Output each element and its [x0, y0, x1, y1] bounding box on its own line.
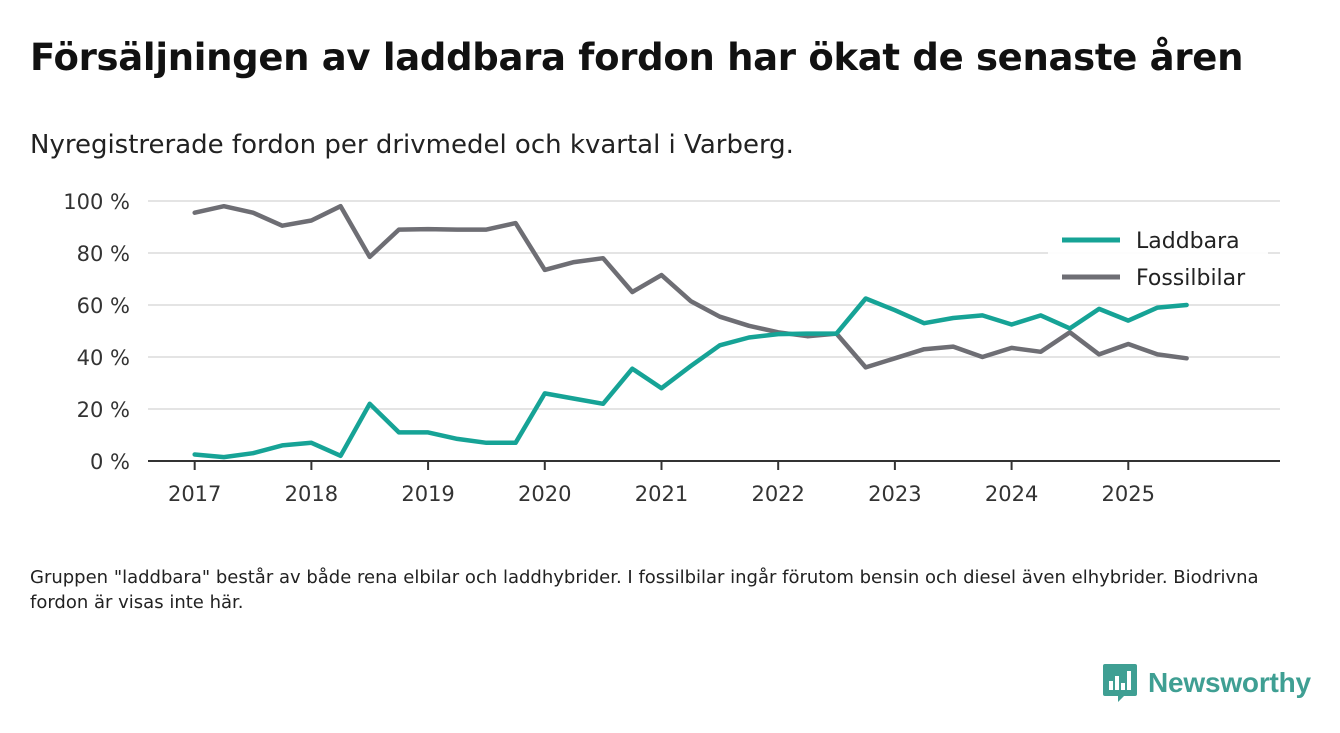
newsworthy-logo-icon	[1103, 664, 1137, 702]
x-tick-label: 2017	[168, 482, 221, 506]
legend: Laddbara Fossilbilar	[1048, 220, 1268, 298]
x-tick-label: 2019	[401, 482, 454, 506]
newsworthy-logo-text: Newsworthy	[1148, 667, 1311, 698]
chart-title: Försäljningen av laddbara fordon har öka…	[30, 36, 1244, 79]
series-line-fossilbilar	[192, 203, 1189, 370]
x-tick-label: 2020	[518, 482, 571, 506]
x-tick-label: 2024	[985, 482, 1038, 506]
line-chart: 0 % 20 % 40 % 60 % 80 % 100 % 2017 2018 2019 202…	[63, 190, 1280, 506]
footnote: Gruppen "laddbara" består av både rena e…	[30, 567, 1259, 613]
y-axis-ticks: 0 % 20 % 40 % 60 % 80 % 100 %	[63, 190, 130, 474]
y-tick-label: 40 %	[77, 346, 130, 370]
newsworthy-logo: Newsworthy	[1102, 663, 1311, 703]
y-tick-label: 0 %	[90, 450, 130, 474]
x-tick-label: 2025	[1102, 482, 1155, 506]
x-axis: 2017 2018 2019 2020 2021 2022 2023 2024 2025	[148, 460, 1280, 506]
series-line-laddbara	[192, 296, 1189, 460]
y-tick-label: 100 %	[63, 190, 130, 214]
chart-subtitle: Nyregistrerade fordon per drivmedel och …	[30, 130, 794, 160]
legend-label-laddbara: Laddbara	[1136, 229, 1240, 254]
x-tick-label: 2023	[868, 482, 921, 506]
series-lines	[192, 203, 1189, 460]
x-tick-label: 2022	[751, 482, 804, 506]
x-tick-label: 2018	[285, 482, 338, 506]
y-tick-label: 60 %	[77, 294, 130, 318]
y-tick-label: 20 %	[77, 398, 130, 422]
legend-label-fossilbilar: Fossilbilar	[1136, 266, 1246, 291]
legend-background	[1048, 220, 1268, 298]
x-tick-label: 2021	[635, 482, 688, 506]
y-tick-label: 80 %	[77, 242, 130, 266]
